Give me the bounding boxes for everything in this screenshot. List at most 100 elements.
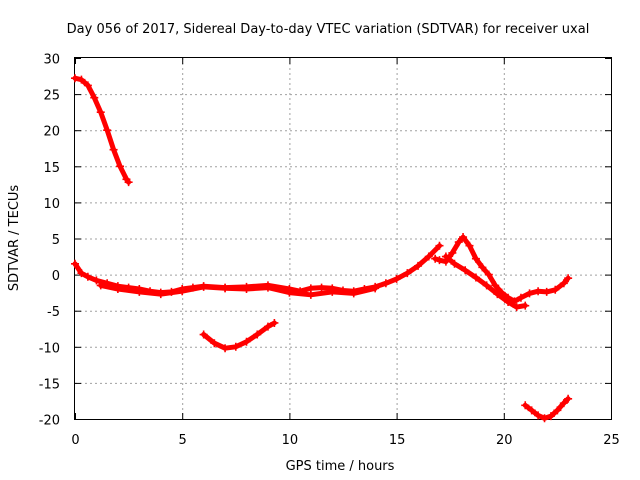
data-point bbox=[242, 285, 251, 294]
data-point bbox=[551, 285, 560, 294]
x-axis-label: GPS time / hours bbox=[286, 459, 395, 474]
data-point bbox=[491, 281, 500, 290]
data-point bbox=[242, 337, 251, 346]
y-axis-label: SDTVAR / TECUs bbox=[7, 185, 22, 292]
data-point bbox=[116, 162, 125, 171]
data-point bbox=[553, 406, 562, 415]
data-point bbox=[471, 254, 480, 263]
plot-frame bbox=[74, 57, 612, 420]
x-tick-label: 25 bbox=[603, 433, 620, 448]
data-point bbox=[454, 238, 463, 247]
data-point bbox=[459, 233, 468, 242]
data-point bbox=[540, 414, 549, 423]
series-line bbox=[201, 320, 277, 351]
y-tick-label: -5 bbox=[47, 305, 60, 320]
data-point bbox=[441, 252, 450, 261]
y-tick-label: 10 bbox=[43, 197, 60, 212]
data-point bbox=[178, 287, 187, 296]
chart-title: Day 056 of 2017, Sidereal Day-to-day VTE… bbox=[67, 22, 590, 37]
series-arc-7 bbox=[521, 394, 573, 423]
data-point bbox=[461, 266, 470, 275]
data-point bbox=[83, 81, 92, 90]
data-point bbox=[512, 303, 521, 312]
data-point bbox=[124, 178, 133, 187]
data-point bbox=[263, 283, 272, 292]
series-line bbox=[72, 75, 132, 185]
data-series bbox=[71, 74, 573, 423]
data-point bbox=[156, 290, 165, 299]
data-point bbox=[221, 284, 230, 293]
data-point bbox=[77, 269, 86, 278]
data-point bbox=[113, 285, 122, 294]
data-point bbox=[424, 252, 433, 261]
y-tick-label: -15 bbox=[39, 377, 60, 392]
series-line bbox=[522, 396, 571, 421]
data-point bbox=[542, 287, 551, 296]
grid bbox=[75, 58, 611, 419]
data-point bbox=[484, 270, 493, 279]
data-point bbox=[77, 75, 86, 84]
data-point bbox=[559, 399, 568, 408]
y-tick-label: -10 bbox=[39, 341, 60, 356]
x-tick-label: 15 bbox=[389, 433, 406, 448]
data-point bbox=[504, 298, 513, 307]
y-tick-label: 30 bbox=[43, 53, 60, 68]
x-tick-label: 10 bbox=[282, 433, 299, 448]
data-point bbox=[534, 287, 543, 296]
data-point bbox=[403, 269, 412, 278]
y-tick-label: -20 bbox=[39, 414, 60, 429]
data-point bbox=[534, 411, 543, 420]
data-point bbox=[349, 289, 358, 298]
data-point bbox=[482, 281, 491, 290]
data-point bbox=[90, 93, 99, 102]
data-point bbox=[285, 288, 294, 297]
series-arc-4 bbox=[199, 318, 279, 353]
y-tick-label: 0 bbox=[52, 269, 60, 284]
series-arc-1 bbox=[71, 74, 133, 187]
data-point bbox=[92, 276, 101, 285]
series-arc-6 bbox=[441, 252, 530, 312]
data-point bbox=[564, 274, 573, 283]
data-point bbox=[465, 241, 474, 250]
data-point bbox=[471, 273, 480, 282]
data-point bbox=[521, 401, 530, 410]
data-point bbox=[527, 406, 536, 415]
data-point bbox=[83, 272, 92, 281]
data-point bbox=[371, 284, 380, 293]
data-point bbox=[199, 330, 208, 339]
data-point bbox=[135, 287, 144, 296]
x-tick-label: 20 bbox=[496, 433, 513, 448]
y-tick-label: 25 bbox=[43, 89, 60, 104]
data-point bbox=[231, 342, 240, 351]
data-point bbox=[521, 301, 530, 310]
data-point bbox=[96, 108, 105, 117]
data-point bbox=[210, 339, 219, 348]
axis-ticks: 0 5 10 15 20 25 -20 -15 -10 -5 0 5 10 15 20 25 30 bbox=[39, 53, 620, 449]
data-point bbox=[199, 282, 208, 291]
data-point bbox=[516, 293, 525, 302]
data-point bbox=[317, 283, 326, 292]
data-point bbox=[414, 261, 423, 270]
data-point bbox=[392, 274, 401, 283]
data-point bbox=[306, 290, 315, 299]
y-tick-label: 20 bbox=[43, 125, 60, 140]
x-tick-label: 0 bbox=[71, 433, 79, 448]
data-point bbox=[450, 259, 459, 268]
data-point bbox=[221, 344, 230, 353]
data-point bbox=[103, 126, 112, 135]
data-point bbox=[263, 322, 272, 331]
data-point bbox=[478, 263, 487, 272]
data-point bbox=[448, 248, 457, 257]
data-point bbox=[559, 279, 568, 288]
data-point bbox=[328, 287, 337, 296]
y-tick-label: 15 bbox=[43, 161, 60, 176]
data-point bbox=[71, 74, 79, 83]
data-point bbox=[109, 145, 118, 154]
x-tick-label: 5 bbox=[179, 433, 187, 448]
data-point bbox=[270, 318, 279, 327]
data-point bbox=[253, 330, 262, 339]
data-point bbox=[493, 290, 502, 299]
data-point bbox=[525, 289, 534, 298]
y-tick-label: 5 bbox=[52, 233, 60, 248]
